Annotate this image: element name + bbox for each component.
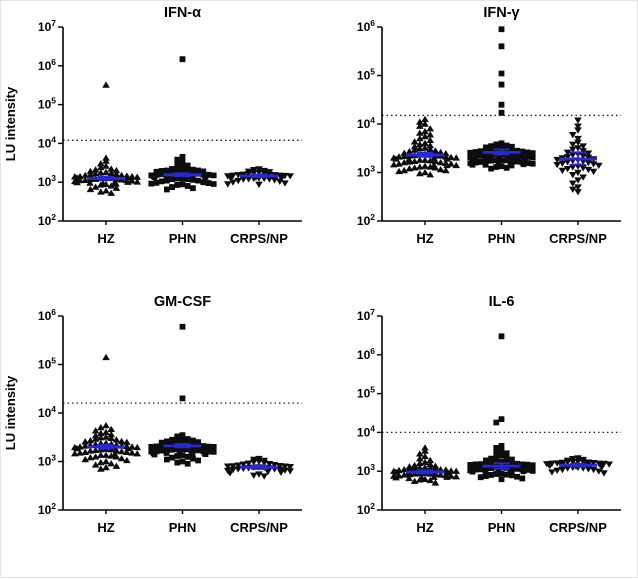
- x-category-label: HZ: [97, 231, 114, 246]
- y-tick-label: 106: [357, 18, 375, 34]
- chart-il-6: 102 103 104 105 106 107 HZ PHN CRPS/NP IL-6: [357, 294, 621, 535]
- panel-title: IFN-γ: [483, 5, 519, 21]
- y-tick-label: 105: [38, 356, 56, 372]
- y-tick-label: 103: [38, 173, 56, 189]
- panel-ifn-gamma: 102 103 104 105 106 HZ PHN CRPS/NP IFN-γ: [320, 1, 638, 290]
- series-points-phn: [148, 56, 217, 193]
- x-category-label: PHN: [488, 520, 515, 535]
- x-category-label: CRPS/NP: [549, 231, 607, 246]
- x-category-label: CRPS/NP: [230, 520, 288, 535]
- y-tick-label: 106: [357, 346, 375, 362]
- y-tick-label: 104: [38, 134, 56, 150]
- y-tick-label: 102: [38, 501, 56, 517]
- x-category-label: PHN: [169, 231, 196, 246]
- y-tick-label: 103: [357, 462, 375, 478]
- x-category-label: HZ: [97, 520, 114, 535]
- y-tick-label: 105: [357, 385, 375, 401]
- x-category-label: PHN: [488, 231, 515, 246]
- panel-title: GM-CSF: [154, 294, 211, 310]
- y-axis-label: LU intensity: [3, 86, 18, 161]
- y-axis-label: LU intensity: [3, 375, 18, 450]
- y-tick-label: 105: [357, 67, 375, 83]
- x-category-label: CRPS/NP: [230, 231, 288, 246]
- series-points-hz: [390, 115, 461, 178]
- series-points-phn: [467, 26, 536, 172]
- series-points-phn: [148, 323, 217, 467]
- y-tick-label: 102: [357, 501, 375, 517]
- y-tick-label: 105: [38, 96, 56, 112]
- panel-ifn-alpha: 102 103 104 105 106 107 HZ PHN CRPS/NP IFN-α LU in…: [1, 1, 320, 290]
- series-points-hz: [390, 444, 461, 486]
- series-points-phn: [467, 333, 536, 483]
- y-tick-label: 102: [357, 212, 375, 228]
- x-category-label: PHN: [169, 520, 196, 535]
- y-tick-label: 106: [38, 307, 56, 323]
- y-tick-label: 104: [357, 115, 375, 131]
- x-category-label: HZ: [416, 520, 433, 535]
- y-tick-label: 107: [357, 307, 375, 323]
- y-tick-label: 104: [38, 404, 56, 420]
- x-category-label: HZ: [416, 231, 433, 246]
- panel-title: IFN-α: [164, 5, 201, 21]
- y-tick-label: 103: [38, 453, 56, 469]
- x-category-label: CRPS/NP: [549, 520, 607, 535]
- panel-title: IL-6: [489, 294, 515, 310]
- panel-gm-csf: 102 103 104 105 106 HZ PHN CRPS/NP GM-CSF LU inte…: [1, 290, 320, 579]
- chart-ifn-alpha: 102 103 104 105 106 107 HZ PHN CRPS/NP IFN-α LU in…: [3, 5, 302, 246]
- series-points-hz: [71, 81, 142, 196]
- panel-il-6: 102 103 104 105 106 107 HZ PHN CRPS/NP IL-6: [320, 290, 638, 579]
- y-tick-label: 104: [357, 423, 375, 439]
- chart-ifn-gamma: 102 103 104 105 106 HZ PHN CRPS/NP IFN-γ: [357, 5, 621, 246]
- chart-gm-csf: 102 103 104 105 106 HZ PHN CRPS/NP GM-CSF LU inte…: [3, 294, 302, 535]
- series-points-hz: [71, 353, 142, 472]
- y-tick-label: 107: [38, 18, 56, 34]
- y-tick-label: 106: [38, 57, 56, 73]
- y-tick-label: 102: [38, 212, 56, 228]
- y-tick-label: 103: [357, 164, 375, 180]
